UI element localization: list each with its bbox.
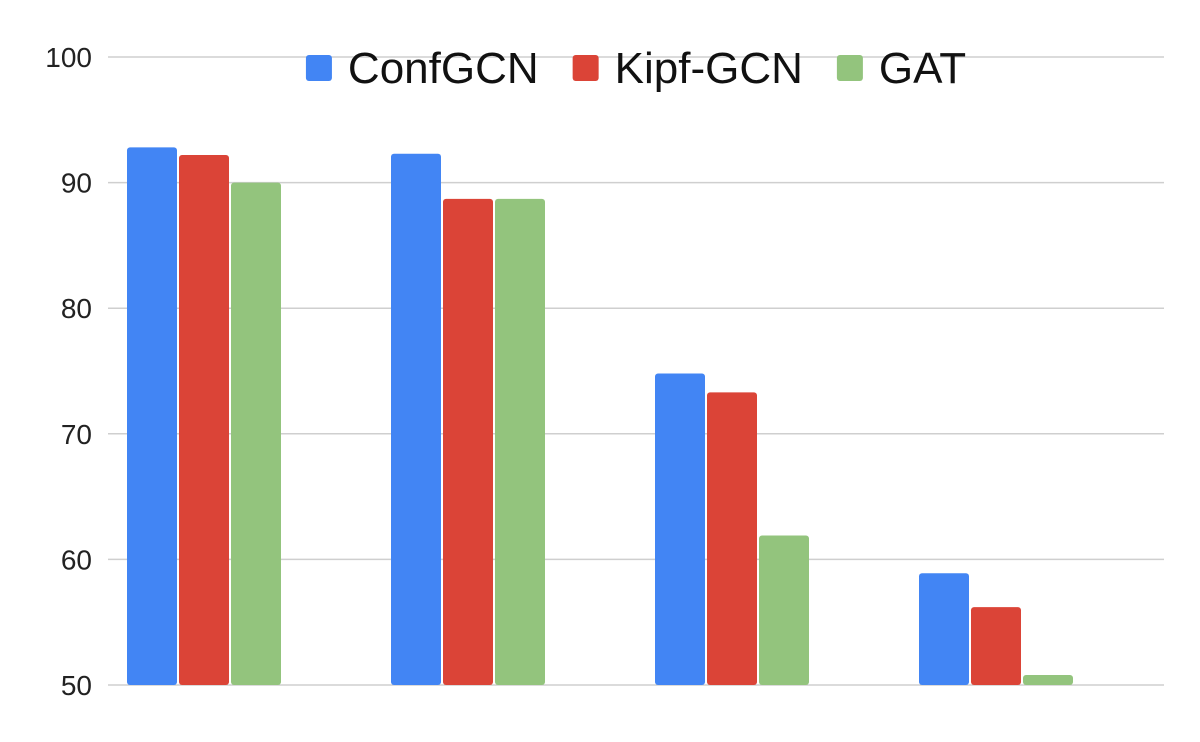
y-tick-label-90: 90 [61,168,92,199]
bar-gat-group-3 [759,535,809,685]
legend-label: ConfGCN [348,44,539,93]
bar-kipf-gcn-group-3 [707,392,757,685]
legend: ConfGCN Kipf-GCN GAT [305,44,966,93]
bar-kipf-gcn-group-2 [443,198,493,686]
bar-confgcn-group-3 [655,373,705,685]
bar-confgcn-group-1 [127,147,177,685]
bar-confgcn-group-4 [919,573,969,685]
bars-layer [127,147,1073,686]
legend-label: Kipf-GCN [615,44,803,93]
y-tick-label-50: 50 [61,670,92,701]
legend-swatch [836,55,863,81]
y-tick-label-60: 60 [61,544,92,575]
legend-swatch [305,55,332,81]
y-tick-label-80: 80 [61,293,92,324]
bar-gat-group-1 [231,182,281,685]
legend-item-confgcn: ConfGCN [305,44,539,93]
y-axis-ticks: 50 60 70 80 90 100 [45,42,92,701]
bar-gat-group-4 [1023,674,1073,685]
legend-label: GAT [879,44,966,93]
legend-item-kipf-gcn: Kipf-GCN [572,44,803,93]
bar-gat-group-2 [495,198,545,686]
bar-confgcn-group-2 [391,153,441,685]
legend-item-gat: GAT [836,44,966,93]
bar-kipf-gcn-group-1 [179,154,229,685]
bar-kipf-gcn-group-4 [971,607,1021,685]
y-tick-label-100: 100 [45,42,92,73]
y-tick-label-70: 70 [61,419,92,450]
legend-swatch [572,55,599,81]
